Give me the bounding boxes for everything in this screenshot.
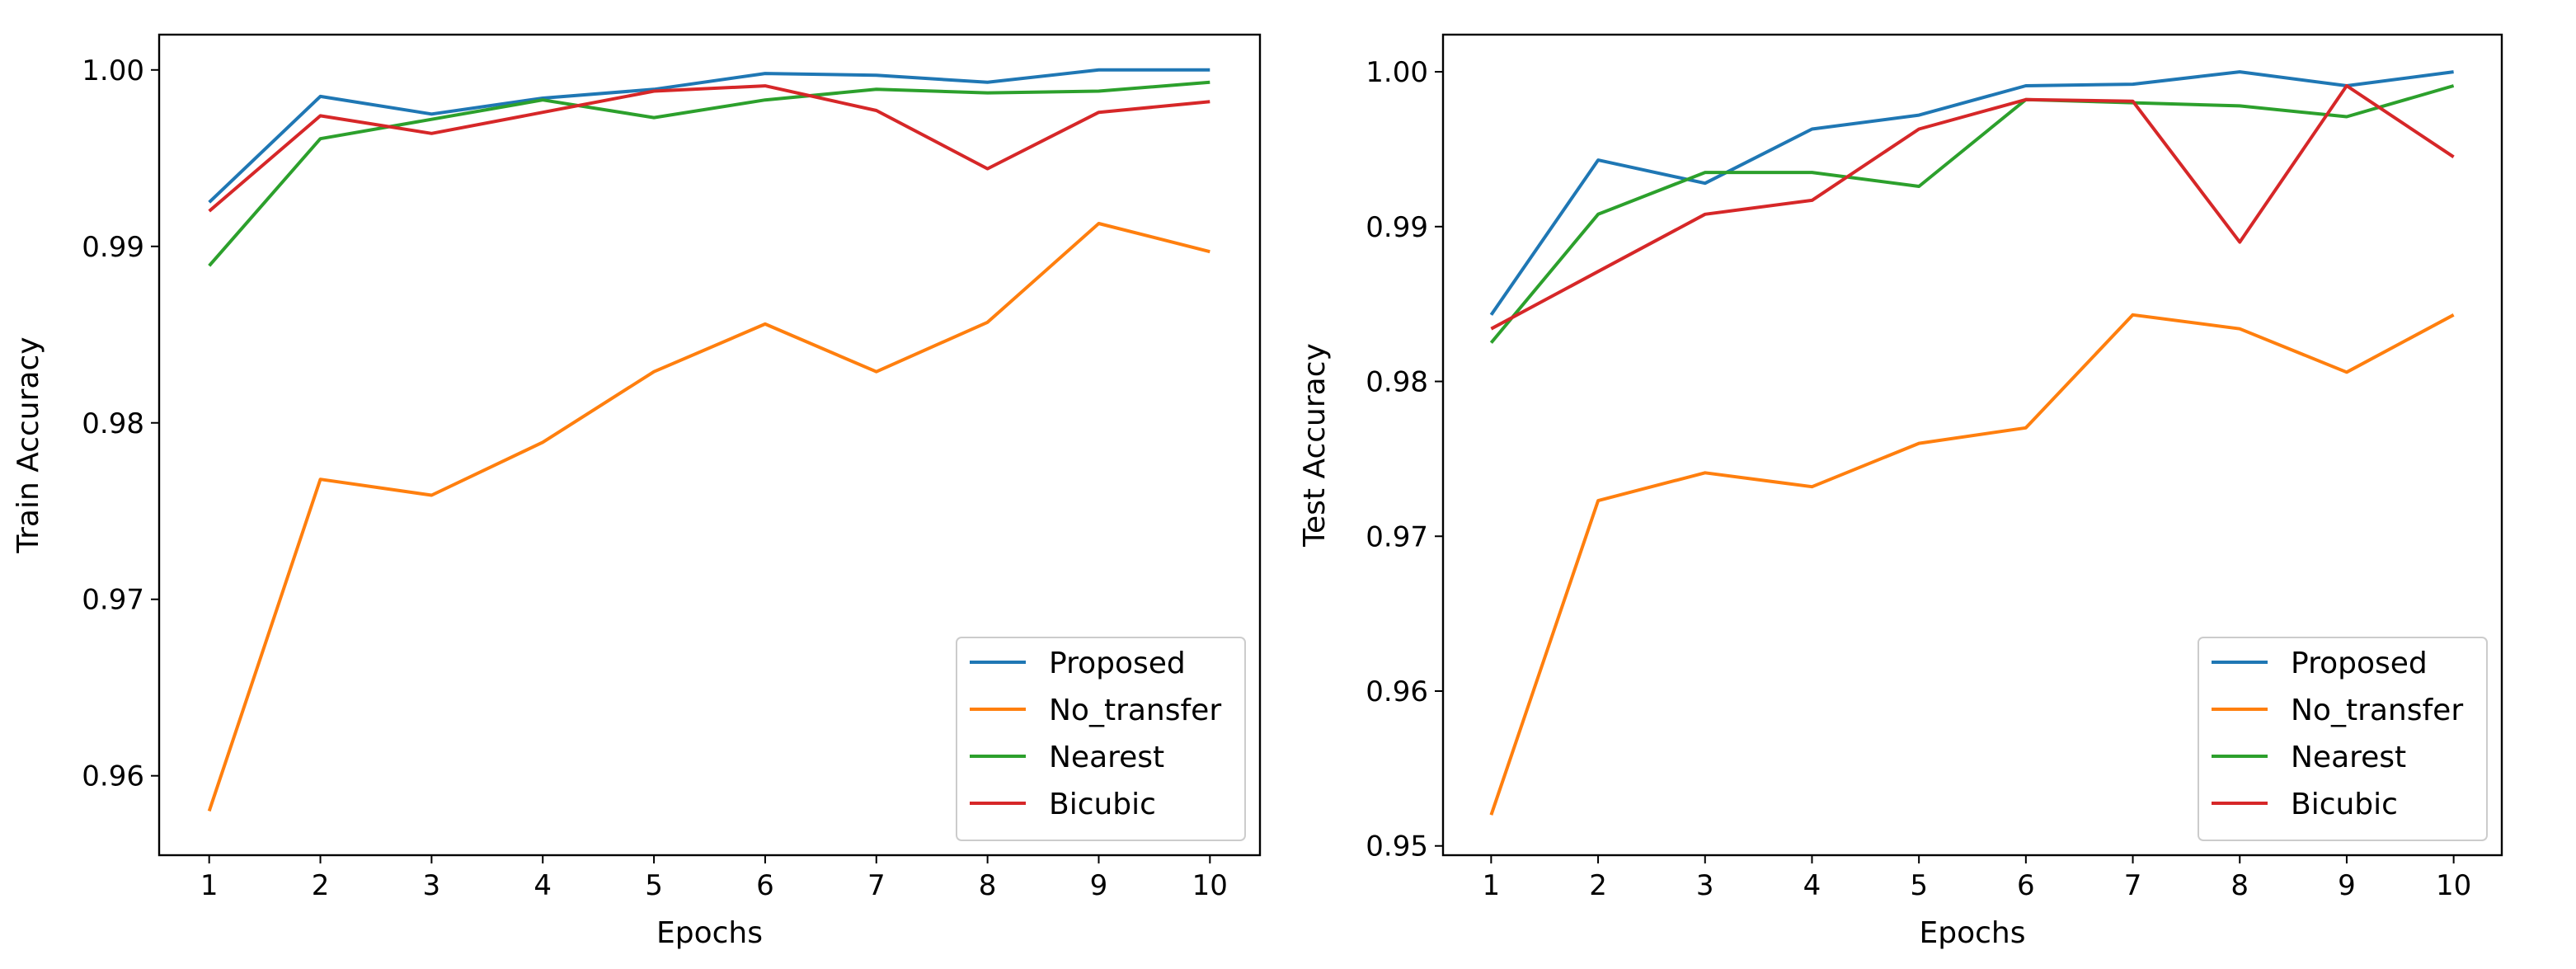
right-y-tick-label: 1.00 bbox=[1366, 56, 1428, 89]
right-series-line-bicubic bbox=[1490, 84, 2455, 331]
right-legend: Proposed No_transfer Nearest Bicubic bbox=[2198, 637, 2488, 841]
right-x-tick-label: 2 bbox=[1589, 869, 1607, 902]
right-x-axis-label: Epochs bbox=[1920, 916, 2026, 950]
left-x-tick-label: 3 bbox=[423, 869, 441, 902]
right-axes-frame bbox=[1441, 33, 2503, 857]
left-legend-box bbox=[956, 637, 1246, 841]
left-legend-label: Nearest bbox=[1049, 741, 1164, 774]
left-x-tick-label: 10 bbox=[1192, 869, 1228, 902]
right-series-line-no-transfer bbox=[1489, 313, 2455, 816]
right-x-tick-label: 7 bbox=[2124, 869, 2142, 902]
left-y-tick-label: 0.98 bbox=[82, 407, 144, 440]
right-x-tick-label: 10 bbox=[2436, 869, 2471, 902]
right-y-tick-label: 0.97 bbox=[1366, 520, 1428, 553]
right-x-tick-label: 1 bbox=[1483, 869, 1501, 902]
right-series-line-proposed bbox=[1489, 70, 2454, 316]
left-x-tick-label: 1 bbox=[200, 869, 219, 902]
left-x-tick-label: 4 bbox=[534, 869, 552, 902]
left-x-tick-label: 9 bbox=[1090, 869, 1108, 902]
right-legend-label: No_transfer bbox=[2291, 694, 2463, 727]
right-x-tick-label: 4 bbox=[1803, 869, 1822, 902]
left-x-tick-label: 6 bbox=[756, 869, 774, 902]
right-x-tick-label: 9 bbox=[2338, 869, 2356, 902]
left-series-line-bicubic bbox=[208, 84, 1210, 213]
left-x-tick-label: 2 bbox=[312, 869, 330, 902]
left-y-tick-label: 1.00 bbox=[82, 54, 144, 87]
right-series-line-nearest bbox=[1489, 84, 2455, 344]
right-y-tick-label: 0.96 bbox=[1366, 675, 1428, 708]
left-axes-frame bbox=[157, 33, 1262, 857]
right-x-tick-label: 5 bbox=[1910, 869, 1928, 902]
right-legend-label: Nearest bbox=[2291, 741, 2406, 774]
left-series-line-nearest bbox=[208, 80, 1210, 267]
left-y-tick-label: 0.96 bbox=[82, 760, 144, 793]
left-y-axis-label: Train Accuracy bbox=[12, 336, 45, 553]
right-legend-box bbox=[2198, 637, 2488, 841]
right-legend-label: Bicubic bbox=[2291, 788, 2398, 821]
left-x-axis-label: Epochs bbox=[656, 916, 763, 950]
left-series-line-proposed bbox=[208, 68, 1210, 204]
right-x-tick-label: 6 bbox=[2017, 869, 2035, 902]
right-x-tick-label: 3 bbox=[1696, 869, 1714, 902]
left-y-tick-label: 0.99 bbox=[82, 231, 144, 264]
left-legend-label: Bicubic bbox=[1049, 788, 1156, 821]
left-y-tick-label: 0.97 bbox=[82, 584, 144, 617]
left-series-line-no-transfer bbox=[207, 222, 1210, 812]
left-x-tick-label: 7 bbox=[867, 869, 886, 902]
right-y-tick-label: 0.98 bbox=[1366, 366, 1428, 399]
left-x-tick-label: 8 bbox=[979, 869, 997, 902]
right-x-tick-label: 8 bbox=[2230, 869, 2249, 902]
right-y-axis-label: Test Accuracy bbox=[1298, 343, 1332, 548]
left-legend-label: No_transfer bbox=[1049, 694, 1221, 727]
left-legend-label: Proposed bbox=[1049, 647, 1186, 680]
right-chart: 1 2 3 4 5 6 7 8 9 10 0.95 0.96 0.97 0.98 0.99 1.00 Epoch… bbox=[1298, 33, 2503, 950]
right-y-tick-label: 0.95 bbox=[1366, 830, 1428, 863]
right-y-tick-label: 0.99 bbox=[1366, 211, 1428, 244]
left-legend: Proposed No_transfer Nearest Bicubic bbox=[956, 637, 1246, 841]
right-legend-label: Proposed bbox=[2291, 647, 2428, 680]
left-chart: 1 2 3 4 5 6 7 8 9 10 0.96 0.97 0.98 0.99 1.00 Epochs Tra… bbox=[12, 33, 1262, 950]
left-x-tick-label: 5 bbox=[645, 869, 663, 902]
